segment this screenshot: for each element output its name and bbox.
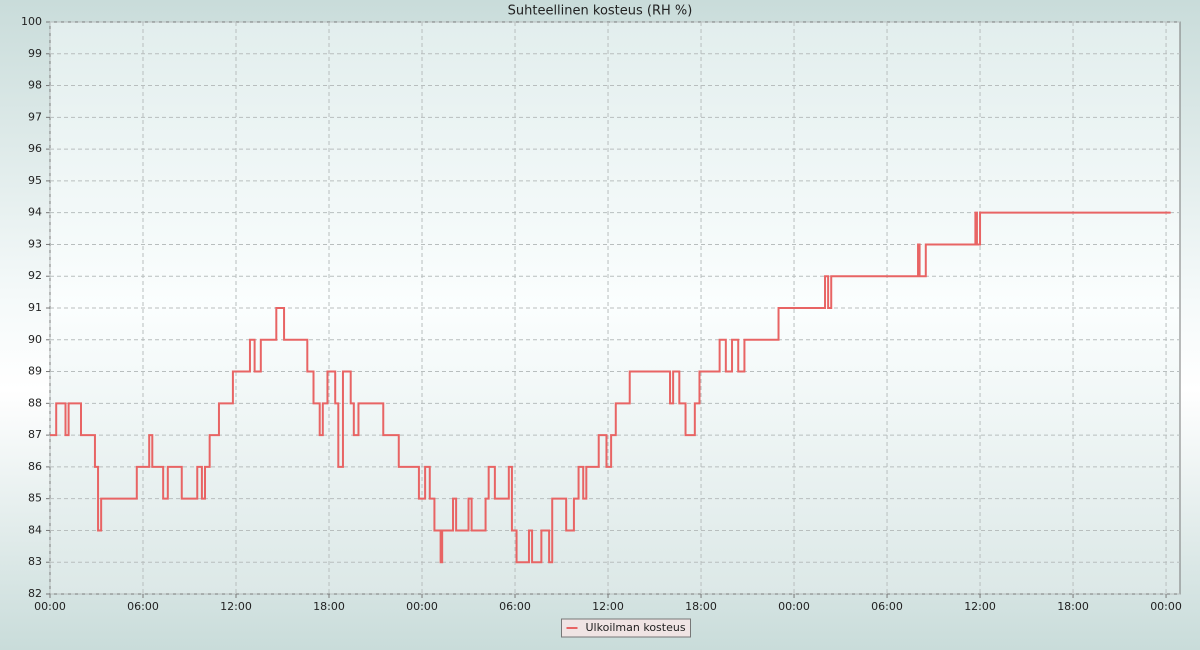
x-tick-label: 18:00 [1057, 600, 1089, 613]
x-tick-label: 00:00 [406, 600, 438, 613]
x-tick-label: 18:00 [313, 600, 345, 613]
y-tick-label: 99 [28, 47, 42, 60]
y-tick-label: 93 [28, 237, 42, 250]
data-line [50, 211, 1171, 564]
y-tick-label: 83 [28, 555, 42, 568]
y-tick-label: 89 [28, 365, 42, 378]
x-tick-label: 06:00 [127, 600, 159, 613]
y-tick-label: 86 [28, 460, 42, 473]
x-tick-label: 06:00 [871, 600, 903, 613]
y-tick-label: 94 [28, 206, 42, 219]
x-tick-label: 18:00 [685, 600, 717, 613]
y-tick-label: 82 [28, 587, 42, 600]
y-tick-label: 96 [28, 142, 42, 155]
x-tick-label: 12:00 [220, 600, 252, 613]
legend-box [561, 618, 691, 638]
x-tick-label: 06:00 [499, 600, 531, 613]
x-tick-label: 12:00 [964, 600, 996, 613]
legend-label: Ulkoilman kosteus [586, 621, 686, 634]
x-tick-label: 00:00 [1150, 600, 1182, 613]
y-tick-label: 84 [28, 523, 42, 536]
y-tick-label: 92 [28, 269, 42, 282]
x-tick-label: 00:00 [778, 600, 810, 613]
y-tick-label: 100 [21, 15, 42, 28]
legend: Ulkoilman kosteus [561, 618, 691, 638]
chart-title: Suhteellinen kosteus (RH %) [508, 4, 693, 19]
y-tick-label: 95 [28, 174, 42, 187]
y-tick-label: 97 [28, 110, 42, 123]
y-tick-label: 85 [28, 492, 42, 505]
y-tick-label: 90 [28, 333, 42, 346]
y-tick-label: 98 [28, 79, 42, 92]
x-tick-label: 00:00 [34, 600, 66, 613]
y-tick-label: 91 [28, 301, 42, 314]
y-tick-label: 88 [28, 396, 42, 409]
x-tick-label: 12:00 [592, 600, 624, 613]
y-tick-label: 87 [28, 428, 42, 441]
